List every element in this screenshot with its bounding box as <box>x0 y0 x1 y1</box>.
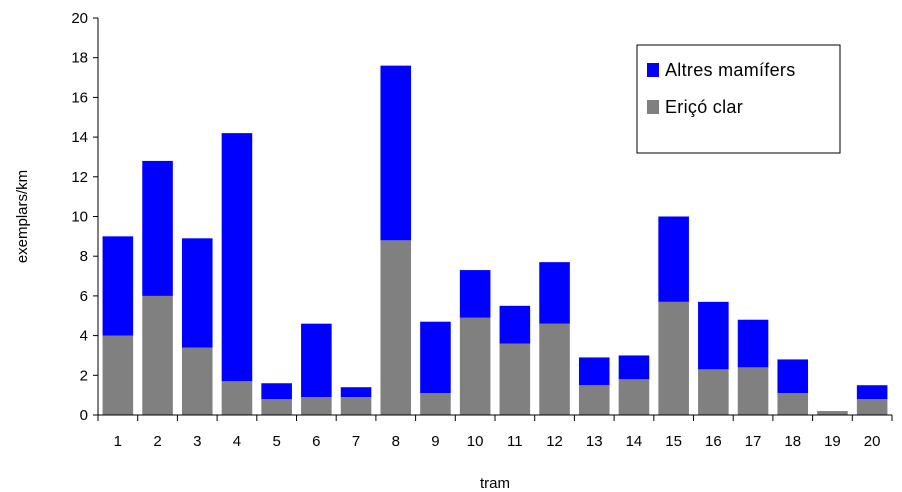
bar-erico-clar-15 <box>658 301 689 415</box>
x-tick-label: 18 <box>784 433 801 450</box>
bar-erico-clar-18 <box>777 393 809 415</box>
bar-erico-clar-19 <box>817 411 848 415</box>
bar-erico-clar-20 <box>856 399 888 415</box>
x-tick-label: 20 <box>864 433 881 450</box>
x-tick-label: 13 <box>586 433 603 450</box>
x-tick-label: 6 <box>312 433 320 450</box>
legend-swatch <box>647 100 659 114</box>
x-tick-label: 1 <box>114 433 122 450</box>
x-tick-label: 10 <box>467 433 484 450</box>
legend: Altres mamífers Eriçó clar <box>636 44 841 154</box>
bar-altres-mamifers-20 <box>856 385 888 400</box>
y-tick-label: 0 <box>80 407 88 424</box>
bar-altres-mamifers-8 <box>380 65 412 241</box>
y-tick-label: 6 <box>80 288 88 305</box>
bar-erico-clar-17 <box>737 367 769 415</box>
y-tick-label: 2 <box>80 367 88 384</box>
x-tick-label: 4 <box>233 433 241 450</box>
bar-erico-clar-16 <box>698 369 729 415</box>
bar-altres-mamifers-12 <box>539 262 570 324</box>
y-tick-label: 8 <box>80 248 88 265</box>
x-tick-label: 15 <box>665 433 682 450</box>
x-ticks-group: 1 2 3 4 5 6 7 8 9 10 11 12 13 14 15 16 17 18 19 20 <box>97 415 893 450</box>
x-tick-label: 19 <box>824 433 841 450</box>
bar-erico-clar-9 <box>420 393 451 415</box>
legend-label: Eriçó clar <box>665 97 743 117</box>
bar-erico-clar-13 <box>578 385 610 415</box>
bar-erico-clar-4 <box>221 381 253 415</box>
bar-altres-mamifers-5 <box>261 383 292 400</box>
x-tick-label: 5 <box>272 433 280 450</box>
x-tick-label: 9 <box>431 433 439 450</box>
bar-altres-mamifers-18 <box>777 359 809 394</box>
x-tick-label: 8 <box>392 433 400 450</box>
x-axis-title: tram <box>480 475 510 492</box>
x-tick-label: 17 <box>745 433 762 450</box>
bar-erico-clar-1 <box>102 335 134 415</box>
bar-altres-mamifers-6 <box>301 323 332 398</box>
legend-box <box>636 44 841 154</box>
bar-altres-mamifers-7 <box>340 387 372 398</box>
bar-erico-clar-12 <box>539 323 570 415</box>
bar-altres-mamifers-1 <box>102 236 134 336</box>
y-tick-label: 20 <box>71 10 88 27</box>
bars-group <box>102 65 888 415</box>
y-tick-label: 10 <box>71 209 88 226</box>
y-tick-label: 12 <box>71 169 88 186</box>
legend-label: Altres mamífers <box>665 60 796 80</box>
bar-erico-clar-10 <box>459 317 491 415</box>
bar-erico-clar-14 <box>618 379 650 415</box>
bar-altres-mamifers-17 <box>737 319 769 368</box>
bar-erico-clar-7 <box>340 397 372 415</box>
x-tick-label: 7 <box>352 433 360 450</box>
bar-altres-mamifers-16 <box>698 301 729 370</box>
x-tick-label: 16 <box>705 433 722 450</box>
x-tick-label: 11 <box>507 433 523 450</box>
bar-altres-mamifers-13 <box>578 357 610 386</box>
legend-swatch <box>647 63 659 77</box>
bar-altres-mamifers-3 <box>181 238 213 348</box>
y-tick-label: 14 <box>71 129 88 146</box>
y-tick-label: 18 <box>71 50 88 67</box>
y-tick-label: 16 <box>71 89 88 106</box>
bar-erico-clar-11 <box>499 343 531 415</box>
bar-erico-clar-6 <box>301 397 332 415</box>
x-tick-label: 2 <box>153 433 161 450</box>
bar-erico-clar-8 <box>380 240 412 415</box>
x-tick-label: 12 <box>546 433 563 450</box>
y-ticks-group: 0 2 4 6 8 10 12 14 16 18 20 <box>71 10 98 424</box>
y-tick-label: 4 <box>80 328 88 345</box>
bar-altres-mamifers-10 <box>459 270 491 318</box>
bar-altres-mamifers-11 <box>499 305 531 344</box>
bar-altres-mamifers-14 <box>618 355 650 380</box>
bar-erico-clar-5 <box>261 399 292 415</box>
x-tick-label: 3 <box>193 433 201 450</box>
y-axis-title: exemplars/km <box>14 170 31 263</box>
bar-altres-mamifers-15 <box>658 216 689 302</box>
bar-erico-clar-3 <box>181 347 213 415</box>
x-tick-label: 14 <box>626 433 643 450</box>
bar-erico-clar-2 <box>142 295 173 415</box>
bar-altres-mamifers-9 <box>420 321 451 394</box>
bar-altres-mamifers-4 <box>221 133 253 382</box>
bar-altres-mamifers-2 <box>142 160 173 296</box>
